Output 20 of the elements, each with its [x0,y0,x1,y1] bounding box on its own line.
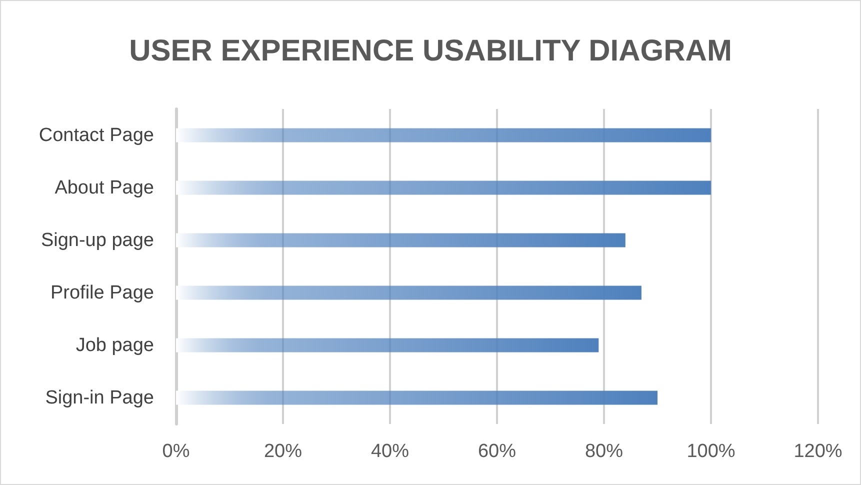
y-tick-label: Sign-in Page [45,387,154,408]
x-tick-label: 100% [686,441,736,462]
bar [176,286,642,300]
x-tick-label: 40% [370,441,410,462]
y-tick-label: Job page [76,334,154,356]
y-tick-label: Contact Page [38,124,154,146]
x-tick-label: 0% [162,441,190,462]
x-tick-label: 20% [264,441,302,462]
x-tick-label: 80% [584,441,624,462]
x-tick-label: 60% [478,441,516,462]
y-tick-label: Sign-up page [40,230,154,251]
bar [176,180,711,195]
bar [176,390,658,405]
bar [176,338,599,352]
bar [176,233,626,248]
y-tick-label: Profile Page [50,282,154,304]
x-tick-label: 120% [794,441,842,462]
chart-title: USER EXPERIENCE USABILITY DIAGRAM [129,34,732,68]
y-tick-label: About Page [54,177,154,198]
bar [176,128,711,142]
